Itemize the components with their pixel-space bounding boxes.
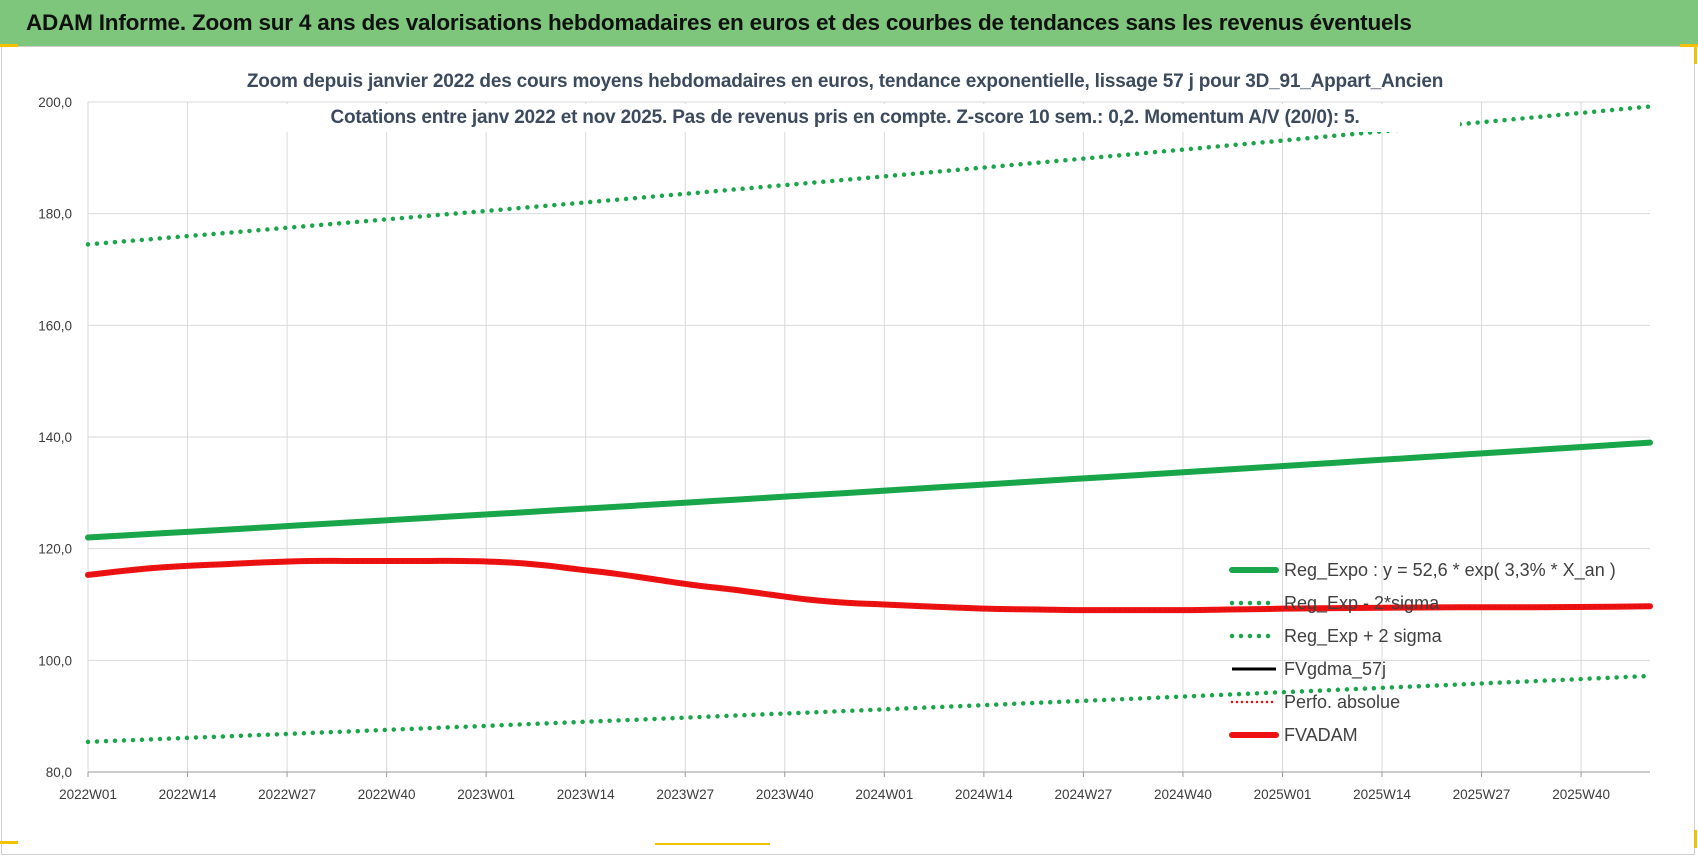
legend-entry-label: Reg_Exp - 2*sigma [1284, 593, 1440, 614]
x-tick-label: 2023W27 [656, 787, 714, 802]
x-tick-label: 2025W14 [1353, 787, 1411, 802]
frame-corner-bottom-right [1694, 830, 1697, 848]
series-lines [85, 104, 1653, 745]
y-tick-label: 200,0 [38, 95, 72, 110]
legend-entry-label: Perfo. absolue [1284, 692, 1400, 712]
x-tick-label: 2024W27 [1054, 787, 1112, 802]
x-tick-label: 2025W40 [1552, 787, 1610, 802]
report-banner: ADAM Informe. Zoom sur 4 ans des valoris… [0, 0, 1698, 46]
x-tick-label: 2024W14 [955, 787, 1013, 802]
x-tick-label: 2022W40 [358, 787, 416, 802]
chart-title-line-2: Cotations entre janv 2022 et nov 2025. P… [230, 104, 1460, 132]
x-tick-label: 2022W14 [159, 787, 217, 802]
y-tick-label: 140,0 [38, 430, 72, 445]
frame-corner-right [1694, 46, 1697, 64]
chart-title-line-1: Zoom depuis janvier 2022 des cours moyen… [230, 68, 1460, 96]
frame-corner-bottom-left [0, 841, 18, 844]
legend-entry-label: Reg_Expo : y = 52,6 * exp( 3,3% * X_an ) [1284, 560, 1616, 581]
y-tick-label: 80,0 [46, 765, 72, 780]
legend-entry-label: FVADAM [1284, 725, 1358, 745]
x-tick-label: 2023W40 [756, 787, 814, 802]
y-tick-label: 120,0 [38, 542, 72, 557]
series-line-perfo-absolue [86, 559, 1652, 612]
y-tick-label: 100,0 [38, 653, 72, 668]
y-tick-label: 160,0 [38, 318, 72, 333]
legend-entry-label: Reg_Exp + 2 sigma [1284, 626, 1443, 647]
x-tick-label: 2025W27 [1453, 787, 1511, 802]
x-tick-label: 2025W01 [1254, 787, 1312, 802]
x-tick-label: 2024W40 [1154, 787, 1212, 802]
series-line-reg-expo-y-52-6-exp-3-3-x-an [85, 439, 1653, 541]
y-tick-label: 180,0 [38, 207, 72, 222]
x-tick-label: 2023W14 [557, 787, 615, 802]
legend: Reg_Expo : y = 52,6 * exp( 3,3% * X_an )… [1229, 560, 1616, 745]
x-tick-label: 2022W01 [59, 787, 117, 802]
gridlines [87, 101, 1650, 773]
frame-corner-top-right [1680, 44, 1698, 47]
frame-mark-bottom-center [655, 843, 770, 845]
chart-frame [1, 46, 1695, 855]
x-tick-label: 2022W27 [258, 787, 316, 802]
series-line-reg-exp-2-sigma [85, 673, 1653, 745]
x-tick-label: 2024W01 [855, 787, 913, 802]
legend-entry-label: FVgdma_57j [1284, 659, 1386, 680]
axes: 80,0 100,0 120,0 140,0 160,0 180,0 200,0 2022W0… [38, 95, 1650, 802]
frame-corner-top-left [0, 44, 18, 47]
x-tick-label: 2023W01 [457, 787, 515, 802]
